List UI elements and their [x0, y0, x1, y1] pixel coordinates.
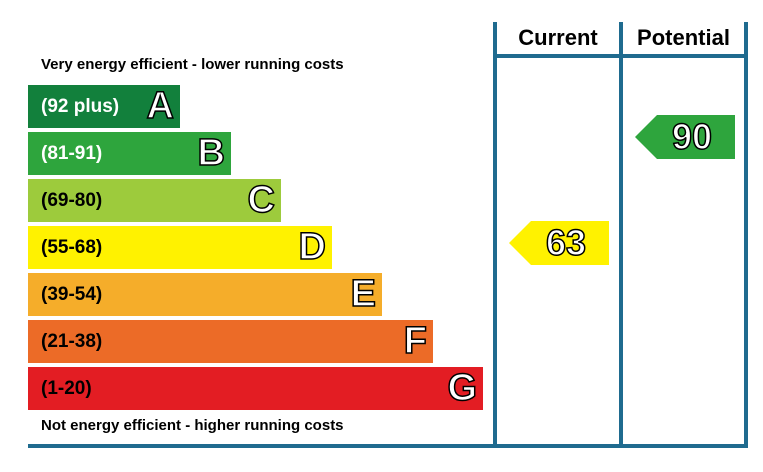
frame-line: [493, 54, 748, 58]
band-a: (92 plus) A: [28, 84, 180, 128]
potential-header: Potential: [637, 25, 730, 50]
band-range-label: (55-68): [41, 237, 103, 258]
band-range-label: (69-80): [41, 190, 103, 211]
current-header: Current: [518, 25, 598, 50]
band-d: (55-68) D: [28, 225, 332, 269]
band-range-label: (21-38): [41, 331, 103, 352]
potential-rating-arrow: 90: [635, 115, 735, 159]
band-g: (1-20) G: [28, 366, 483, 410]
band-b: (81-91) B: [28, 131, 231, 175]
band-e: (39-54) E: [28, 272, 382, 316]
current-rating-value: 63: [545, 221, 587, 264]
frame-line: [493, 22, 497, 448]
band-c: (69-80) C: [28, 178, 281, 222]
band-range-label: (92 plus): [41, 96, 120, 117]
band-f: (21-38) F: [28, 319, 433, 363]
top-caption: Very energy efficient - lower running co…: [41, 56, 344, 73]
bottom-caption: Not energy efficient - higher running co…: [41, 417, 344, 434]
band-letter: F: [403, 319, 428, 363]
band-range-label: (1-20): [41, 378, 92, 399]
frame-line: [28, 444, 748, 448]
frame-line: [744, 22, 748, 448]
frame-line: [619, 22, 623, 448]
band-letter: B: [197, 131, 226, 175]
band-letter: D: [298, 225, 327, 269]
potential-rating-value: 90: [671, 115, 713, 158]
band-range-label: (39-54): [41, 284, 103, 305]
band-letter: G: [447, 366, 478, 410]
band-letter: E: [350, 272, 377, 316]
band-letter: A: [146, 84, 175, 128]
band-letter: C: [247, 178, 276, 222]
band-range-label: (81-91): [41, 143, 103, 164]
current-rating-arrow: 63: [509, 221, 609, 265]
